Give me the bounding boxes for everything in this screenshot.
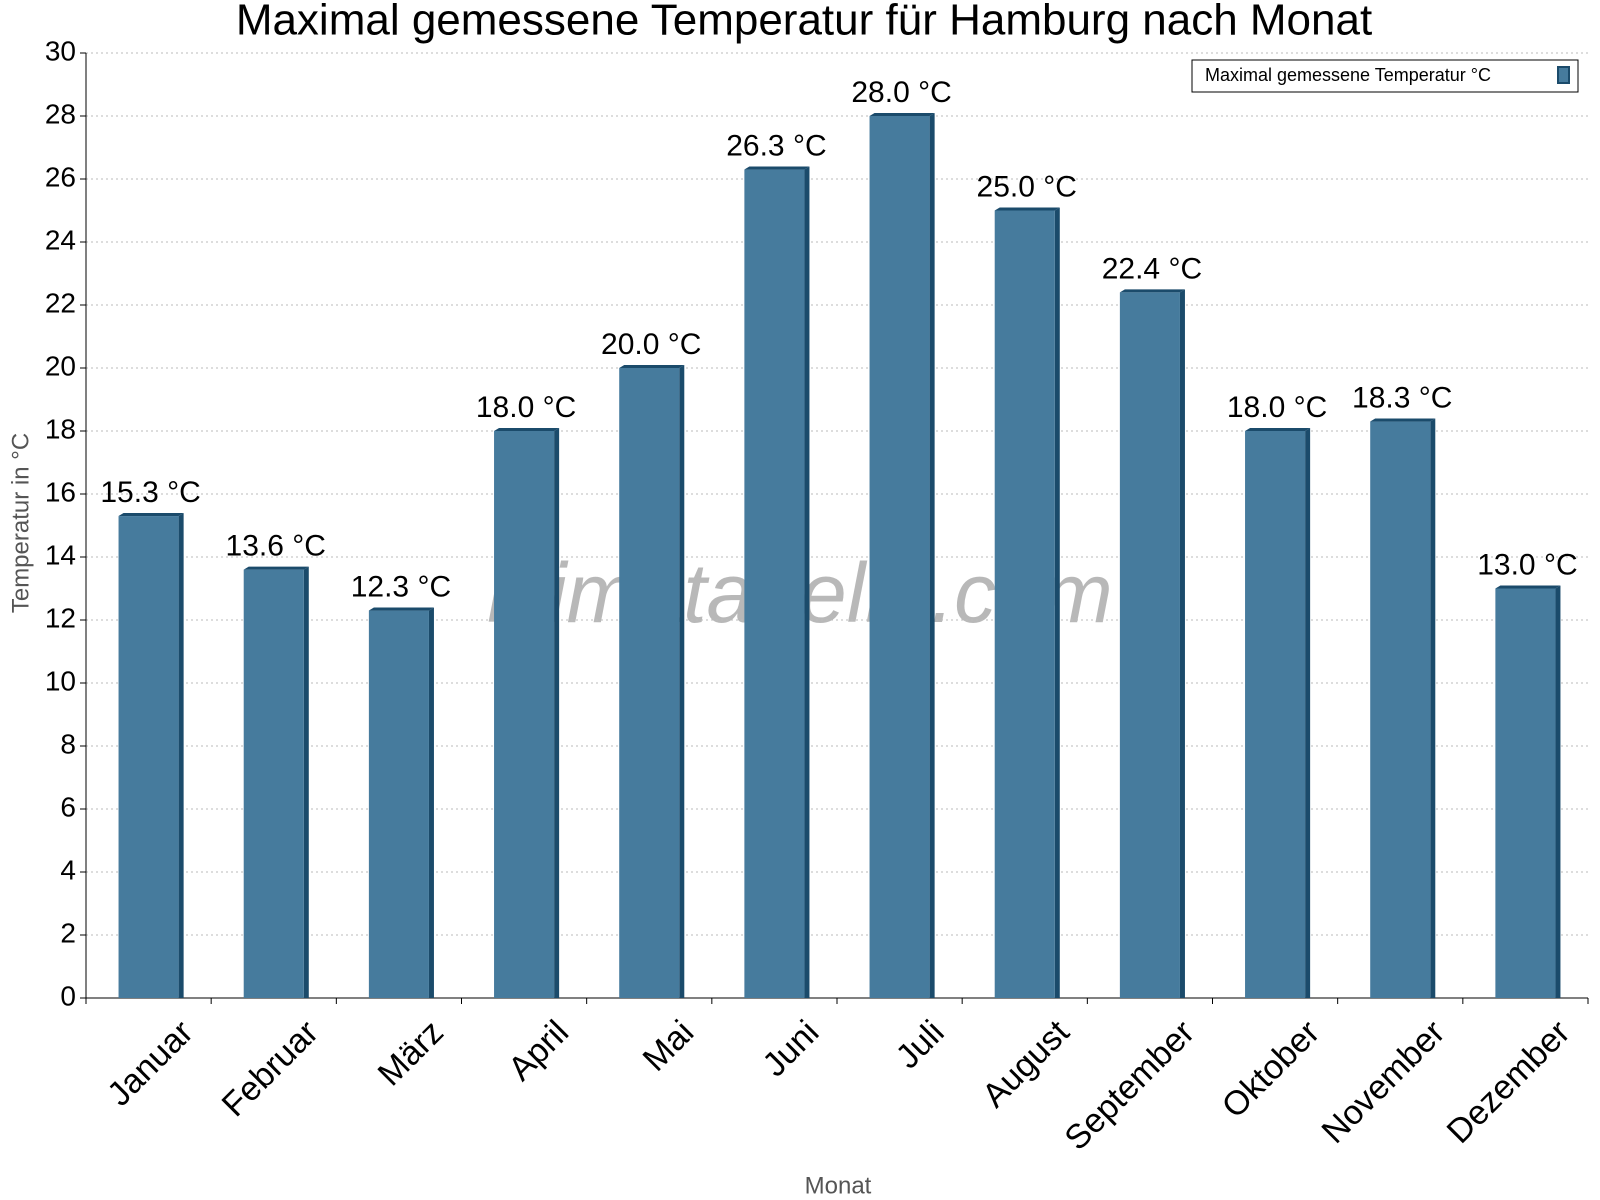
x-tick-label: Februar (215, 1013, 326, 1124)
bar-top (619, 365, 685, 368)
x-tick-label: Oktober (1215, 1013, 1327, 1125)
value-label: 26.3 °C (726, 129, 826, 162)
y-tick-label: 4 (60, 854, 76, 885)
value-label: 18.0 °C (1227, 391, 1327, 424)
value-label: 12.3 °C (351, 570, 451, 603)
y-tick-label: 0 (60, 980, 76, 1011)
bar (1495, 588, 1556, 998)
y-tick-label: 20 (45, 350, 76, 381)
bar (243, 569, 304, 998)
x-tick-label: September (1057, 1013, 1201, 1157)
bar-top (1245, 428, 1311, 431)
value-label: 13.6 °C (226, 530, 326, 563)
x-tick-label: August (975, 1013, 1077, 1115)
y-tick-label: 26 (45, 161, 76, 192)
y-tick-label: 16 (45, 476, 76, 507)
y-tick-label: 30 (45, 35, 76, 66)
y-tick-label: 8 (60, 728, 76, 759)
bar-top (744, 166, 810, 170)
bar (619, 368, 680, 998)
bar-side (1305, 428, 1311, 998)
bar (368, 610, 429, 998)
bar-top (118, 513, 184, 517)
value-label: 15.3 °C (100, 476, 200, 509)
value-label: 22.4 °C (1102, 252, 1202, 285)
bar-side (303, 566, 309, 998)
legend-box (1191, 59, 1579, 93)
x-tick-label: November (1314, 1013, 1452, 1151)
bar (1245, 431, 1306, 998)
x-tick-label: Mai (636, 1013, 702, 1079)
value-label: 18.0 °C (476, 391, 576, 424)
bar-side (679, 365, 685, 998)
x-tick-label: April (501, 1013, 576, 1088)
x-tick-label: März (371, 1013, 451, 1093)
value-label: 20.0 °C (601, 328, 701, 361)
legend-swatch (1557, 66, 1570, 84)
bar (118, 516, 179, 998)
chart-title: Maximal gemessene Temperatur für Hamburg… (236, 0, 1372, 45)
bar-top (1370, 418, 1436, 422)
bar-side (1430, 418, 1436, 998)
y-tick-label: 28 (45, 98, 76, 129)
bar-side (804, 166, 810, 999)
bar-side (178, 513, 184, 998)
bar (1119, 292, 1180, 998)
bar (994, 210, 1055, 998)
legend: Maximal gemessene Temperatur °C (1191, 59, 1579, 93)
y-tick-label: 6 (60, 791, 76, 822)
bar-top (1495, 585, 1561, 589)
bar-side (1179, 289, 1185, 998)
bar-top (243, 566, 309, 570)
y-tick-label: 12 (45, 602, 76, 633)
value-label: 28.0 °C (851, 76, 951, 109)
bar (494, 431, 555, 998)
y-tick-label: 10 (45, 665, 76, 696)
y-tick-label: 18 (45, 413, 76, 444)
x-axis-title: Monat (805, 1172, 872, 1199)
bar-top (368, 607, 434, 611)
bar-side (554, 428, 560, 998)
bar-top (1119, 289, 1185, 293)
bar-top (494, 428, 560, 431)
bar-top (994, 207, 1060, 211)
x-tick-label: Juli (889, 1013, 952, 1076)
bar-top (869, 113, 935, 116)
bar (869, 116, 930, 998)
bar-side (1054, 207, 1060, 998)
bar-side (1555, 585, 1561, 998)
value-label: 25.0 °C (977, 170, 1077, 203)
x-tick-label: Januar (100, 1013, 200, 1113)
y-tick-label: 2 (60, 917, 76, 948)
y-tick-label: 14 (45, 539, 76, 570)
y-tick-label: 22 (45, 287, 76, 318)
x-tick-label: Dezember (1440, 1013, 1578, 1151)
legend-label: Maximal gemessene Temperatur °C (1205, 65, 1491, 85)
bar (1370, 421, 1431, 998)
value-label: 13.0 °C (1477, 548, 1577, 581)
bar-side (929, 113, 935, 998)
bar (744, 169, 805, 999)
x-tick-label: Juni (755, 1013, 826, 1084)
y-axis-title: Temperatur in °C (7, 433, 34, 613)
y-tick-label: 24 (45, 224, 76, 255)
value-label: 18.3 °C (1352, 381, 1452, 414)
bar-side (428, 607, 434, 998)
